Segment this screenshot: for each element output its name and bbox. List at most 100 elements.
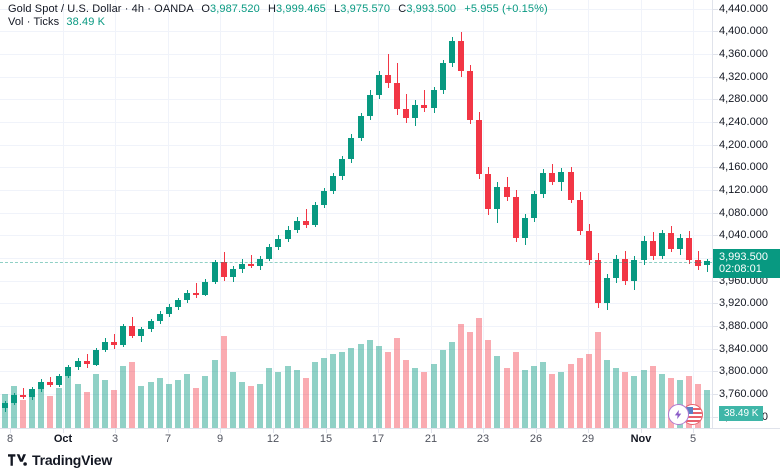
candle-body (704, 261, 710, 266)
volume-bar (641, 370, 647, 428)
candle-body (467, 70, 473, 120)
candle-body (275, 238, 281, 247)
volume-bar (531, 366, 537, 428)
candle-body (266, 246, 272, 260)
candle-body (458, 41, 464, 71)
price-axis-tick (713, 303, 718, 304)
volume-bar (275, 372, 281, 428)
candle-body (577, 200, 583, 231)
volume-bar (285, 366, 291, 428)
time-axis-tick (326, 429, 327, 433)
candle-wick (251, 254, 252, 269)
volume-bar (449, 342, 455, 428)
volume-series (2, 318, 710, 428)
price-axis-tick (713, 9, 718, 10)
price-axis-label: 4,360.000 (719, 47, 768, 60)
volume-bar (467, 332, 473, 428)
candle-body (367, 94, 373, 117)
volume-bar (266, 368, 272, 428)
candle-body (175, 300, 181, 308)
volume-bar (120, 366, 126, 428)
candle-body (239, 263, 245, 270)
candle-body (431, 90, 437, 109)
candle-body (56, 375, 62, 385)
flash-badge-icon[interactable] (668, 404, 689, 425)
candle-body (695, 260, 701, 266)
candle-body (202, 281, 208, 295)
time-axis-tick (483, 429, 484, 433)
volume-bar (93, 374, 99, 428)
volume-bar (193, 388, 199, 428)
candle-body (686, 237, 692, 261)
chart-corner-badges[interactable] (668, 404, 703, 425)
candle-body (504, 186, 510, 197)
candle-body (75, 360, 81, 367)
volume-bar (367, 340, 373, 428)
candle-body (330, 176, 336, 192)
volume-bar (358, 344, 364, 428)
volume-bar (549, 374, 555, 428)
candle-body (622, 259, 628, 281)
price-axis-label: 4,280.000 (719, 93, 768, 106)
volume-bar (540, 362, 546, 428)
candle-body (111, 341, 117, 346)
time-axis[interactable]: 8 Oct 3 7 9 12 15 17 21 23 26 29 Nov 5 (0, 428, 780, 451)
candle-wick (388, 53, 389, 88)
time-axis-label: 12 (266, 433, 280, 445)
candle-body (659, 232, 665, 256)
candle-body (604, 278, 610, 304)
price-axis-tick (713, 122, 718, 123)
candle-body (129, 325, 135, 337)
price-axis[interactable]: 3,993.500 02:08:01 38.49 K 4,440.000 4,40… (712, 0, 780, 428)
candle-body (668, 232, 674, 249)
volume-bar (568, 364, 574, 428)
volume-bar (458, 324, 464, 428)
candle-body (568, 171, 574, 201)
candle-body (257, 259, 263, 266)
volume-bar (303, 378, 309, 428)
time-axis-label: 5 (689, 433, 697, 445)
price-axis-label: 3,760.000 (719, 387, 768, 400)
volume-bar (440, 350, 446, 428)
volume-bar (613, 368, 619, 428)
candle-wick (114, 333, 115, 349)
volume-bar (129, 362, 135, 428)
candle-body (29, 389, 35, 397)
volume-bar (157, 378, 163, 428)
bottom-bar: TradingView (0, 450, 780, 470)
volume-bar (376, 346, 382, 428)
volume-bar (577, 358, 583, 428)
volume-bar (348, 348, 354, 428)
time-axis-tick (168, 429, 169, 433)
volume-bar (221, 336, 227, 428)
tradingview-logo[interactable]: TradingView (8, 452, 112, 468)
candle-body (403, 109, 409, 119)
volume-bar (257, 384, 263, 428)
candle-body (120, 325, 126, 346)
price-axis-tick (713, 394, 718, 395)
volume-bar (558, 372, 564, 428)
volume-bar (668, 378, 674, 428)
price-axis-tick (713, 417, 718, 418)
price-axis-tick (713, 99, 718, 100)
volume-bar (166, 384, 172, 428)
volume-bar (403, 360, 409, 428)
price-axis-label: 3,800.000 (719, 365, 768, 378)
volume-bar (312, 362, 318, 428)
volume-bar (56, 388, 62, 428)
candle-body (631, 260, 637, 281)
volume-bar (504, 368, 510, 428)
time-axis-label: 15 (319, 433, 333, 445)
volume-bar (138, 386, 144, 428)
time-axis-tick (220, 429, 221, 433)
candle-body (358, 116, 364, 138)
volume-bar (431, 364, 437, 428)
price-axis-tick (713, 349, 718, 350)
price-axis-label: 3,880.000 (719, 319, 768, 332)
price-axis-label: 4,320.000 (719, 70, 768, 83)
chart-pane[interactable] (0, 0, 712, 428)
time-axis-tick (378, 429, 379, 433)
time-axis-label: Nov (630, 433, 652, 445)
candle-body (440, 62, 446, 91)
candle-body (285, 229, 291, 239)
